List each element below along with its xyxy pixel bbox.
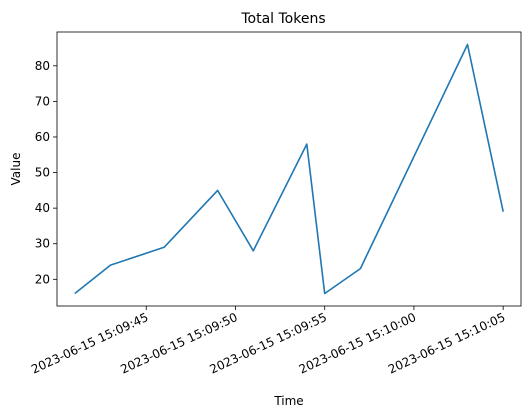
plot-frame — [56, 31, 522, 307]
y-tick-label: 40 — [35, 201, 50, 215]
y-tick-label: 60 — [35, 130, 50, 144]
y-tick-label: 30 — [35, 237, 50, 251]
y-tick-label: 80 — [35, 59, 50, 73]
y-tick-label: 50 — [35, 166, 50, 180]
y-tick-label: 70 — [35, 94, 50, 108]
chart-title: Total Tokens — [240, 11, 325, 27]
y-axis-label: Value — [9, 153, 23, 186]
series-line — [74, 43, 504, 295]
x-axis-label: Time — [273, 394, 303, 408]
y-tick-label: 20 — [35, 272, 50, 286]
